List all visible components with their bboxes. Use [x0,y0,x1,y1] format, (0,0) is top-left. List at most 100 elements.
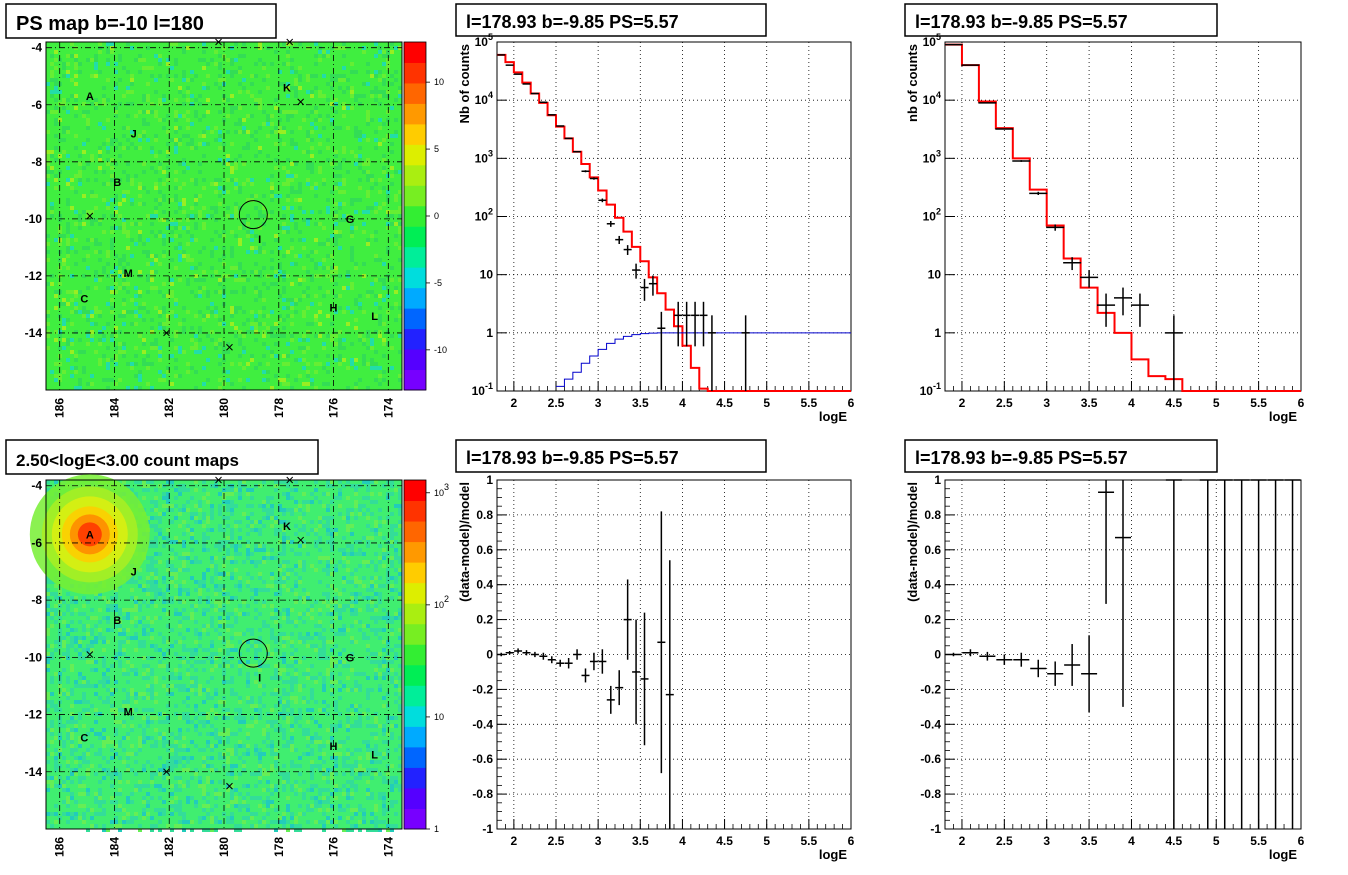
map-pixel [346,604,350,608]
map-pixel [310,716,314,720]
map-pixel [150,342,154,346]
map-pixel [226,708,230,712]
chart-title: l=178.93 b=-9.85 PS=5.57 [915,12,1128,32]
map-pixel [50,732,54,736]
map-pixel [138,736,142,740]
map-pixel [186,748,190,752]
map-pixel [130,620,134,624]
map-pixel [286,82,290,86]
map-pixel [66,608,70,612]
map-pixel [370,346,374,350]
map-pixel [370,290,374,294]
map-pixel [118,270,122,274]
map-pixel [346,508,350,512]
map-pixel [198,286,202,290]
map-pixel [234,504,238,508]
map-pixel [322,708,326,712]
map-pixel [306,744,310,748]
map-pixel [266,648,270,652]
map-pixel [134,760,138,764]
map-pixel [98,732,102,736]
map-pixel [370,358,374,362]
map-pixel [50,608,54,612]
map-pixel [290,736,294,740]
map-pixel [78,378,82,382]
map-pixel [106,118,110,122]
map-pixel [382,648,386,652]
map-pixel [342,536,346,540]
map-pixel [194,350,198,354]
map-pixel [290,508,294,512]
map-pixel [378,382,382,386]
map-pixel [266,154,270,158]
map-pixel [130,768,134,772]
map-pixel [254,592,258,596]
map-pixel [286,342,290,346]
map-pixel [66,676,70,680]
map-pixel [294,580,298,584]
map-pixel [238,66,242,70]
map-pixel [158,166,162,170]
palette-swatch [404,308,426,330]
map-pixel [298,66,302,70]
x-tick-label: 2.5 [548,396,565,410]
map-pixel [362,576,366,580]
map-pixel [166,218,170,222]
map-pixel [294,672,298,676]
map-pixel [382,94,386,98]
map-pixel [170,784,174,788]
map-pixel [70,728,74,732]
map-pixel [398,170,402,174]
map-pixel [338,592,342,596]
map-pixel [302,492,306,496]
map-pixel [222,142,226,146]
map-pixel [198,338,202,342]
map-pixel [322,226,326,230]
map-pixel [350,572,354,576]
map-pixel [262,110,266,114]
map-pixel [166,716,170,720]
map-pixel [326,556,330,560]
map-pixel [94,102,98,106]
map-pixel [350,258,354,262]
map-pixel [70,322,74,326]
map-pixel [182,520,186,524]
map-pixel [254,564,258,568]
map-pixel [322,648,326,652]
map-pixel [278,552,282,556]
map-pixel [230,74,234,78]
map-pixel [286,50,290,54]
map-pixel [234,178,238,182]
map-pixel [294,696,298,700]
map-pixel [182,504,186,508]
map-pixel [242,720,246,724]
map-pixel [322,776,326,780]
map-pixel [318,286,322,290]
map-pixel [226,154,230,158]
map-pixel [46,322,50,326]
map-pixel [122,278,126,282]
map-pixel [86,238,90,242]
map-pixel [282,480,286,484]
map-pixel [226,536,230,540]
map-pixel [162,198,166,202]
map-pixel [254,290,258,294]
map-pixel [78,620,82,624]
map-pixel [398,86,402,90]
map-pixel [238,536,242,540]
map-pixel [350,246,354,250]
map-pixel [202,724,206,728]
map-pixel [238,206,242,210]
map-pixel [122,760,126,764]
map-pixel [342,114,346,118]
map-pixel [182,114,186,118]
map-pixel [62,258,66,262]
map-pixel [122,700,126,704]
map-pixel [298,182,302,186]
map-pixel [166,62,170,66]
map-pixel [358,608,362,612]
map-pixel [210,732,214,736]
map-pixel [370,512,374,516]
map-pixel [114,752,118,756]
map-pixel [102,648,106,652]
